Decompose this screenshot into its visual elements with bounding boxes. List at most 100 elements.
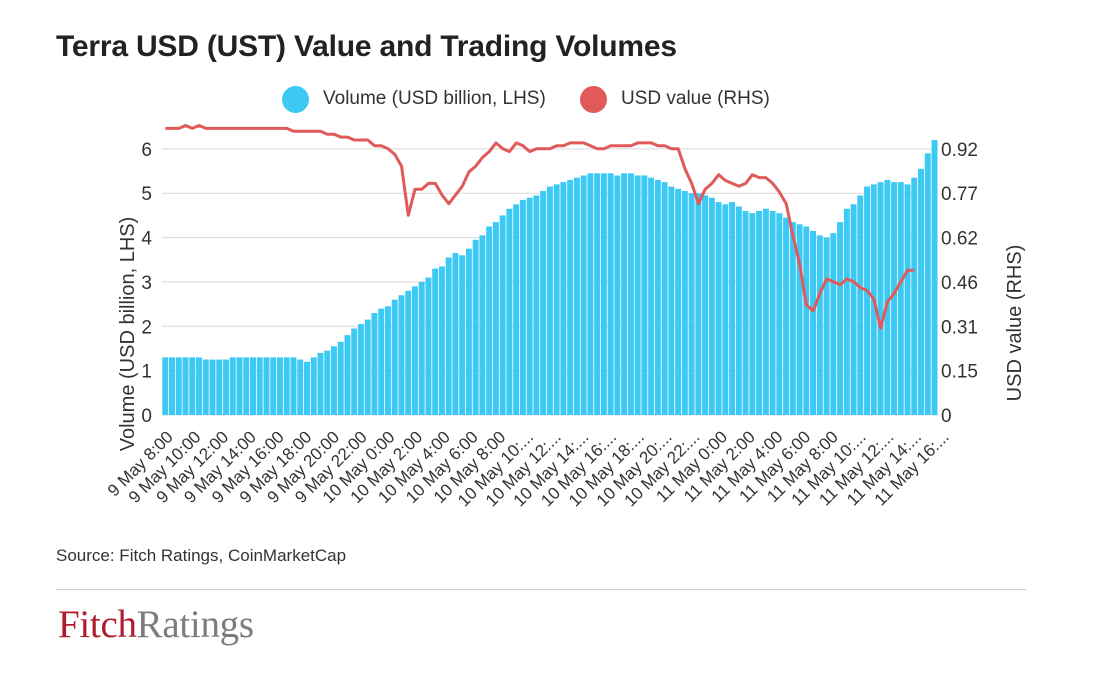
volume-bar <box>850 204 857 415</box>
volume-bar <box>864 186 871 415</box>
volume-bar <box>256 357 263 415</box>
volume-bar <box>857 195 864 415</box>
volume-bar <box>405 290 412 415</box>
legend-item-usd-value: USD value (RHS) <box>580 84 770 114</box>
volume-bar <box>749 213 756 415</box>
logo-fitch: Fitch <box>58 603 137 646</box>
x-axis-ticks: 9 May 8:009 May 10:009 May 12:009 May 14… <box>104 427 953 510</box>
y-right-tick-label: 0.92 <box>941 140 978 161</box>
volume-bar <box>452 253 459 415</box>
volume-bar <box>411 286 418 415</box>
volume-bar <box>371 312 378 415</box>
volume-bar <box>681 191 688 415</box>
volume-bar <box>641 175 648 415</box>
y-right-tick-label: 0 <box>941 406 952 427</box>
volume-bar <box>297 359 304 415</box>
volume-bar <box>708 197 715 415</box>
y-left-tick-label: 6 <box>141 140 152 161</box>
legend: Volume (USD billion, LHS) USD value (RHS… <box>0 84 1111 114</box>
volume-bar <box>891 182 898 415</box>
y-left-tick-label: 1 <box>141 362 152 383</box>
y-left-tick-label: 0 <box>141 406 152 427</box>
volume-bar <box>695 193 702 415</box>
volume-bar <box>546 186 553 415</box>
volume-bar <box>796 224 803 415</box>
legend-item-volume: Volume (USD billion, LHS) <box>282 84 546 114</box>
y-left-tick-label: 3 <box>141 273 152 294</box>
volume-bar <box>762 208 769 415</box>
volume-bar <box>654 179 661 415</box>
volume-bar <box>627 173 634 415</box>
volume-bar <box>580 175 587 415</box>
volume-bar <box>567 179 574 415</box>
y-axis-left-ticks: 0 1 2 3 4 5 6 <box>141 140 152 427</box>
footer-divider <box>56 589 1026 590</box>
volume-bar <box>277 357 283 415</box>
volume-bar <box>789 222 796 415</box>
y-right-tick-label: 0.62 <box>941 229 978 250</box>
volume-bar <box>209 359 216 415</box>
chart-area: 0 1 2 3 4 5 6 0 0.15 0.31 0.46 0.62 0.77 0.92 9 May … <box>104 124 1026 510</box>
volume-bar <box>290 357 297 415</box>
volume-bar <box>418 281 425 415</box>
volume-bar <box>445 257 452 415</box>
volume-bar <box>317 352 324 415</box>
volume-bar <box>573 177 580 415</box>
fitch-ratings-logo: FitchRatings <box>58 602 254 647</box>
usd-value-line <box>165 124 915 330</box>
volume-bar <box>357 324 364 415</box>
volume-bar <box>830 233 837 415</box>
volume-bar <box>304 361 310 415</box>
volume-bar <box>729 202 736 415</box>
y-right-tick-label: 0.77 <box>941 184 978 205</box>
volume-bar <box>648 177 655 415</box>
y-axis-left-label: Volume (USD billion, LHS) <box>117 217 139 452</box>
volume-bar <box>223 359 229 415</box>
volume-bar <box>492 222 499 415</box>
volume-bar <box>553 184 560 415</box>
volume-bar <box>688 193 695 415</box>
volume-bar <box>499 215 506 415</box>
volume-bar <box>560 182 567 415</box>
volume-bar <box>250 357 256 415</box>
volume-bar <box>897 182 904 415</box>
volume-bar <box>506 208 513 415</box>
volume-bar <box>675 188 682 415</box>
legend-swatch-volume <box>282 85 309 113</box>
volume-bar <box>169 357 175 415</box>
volume-bar <box>735 206 742 415</box>
volume-bar <box>330 346 337 415</box>
volume-bar <box>600 173 607 415</box>
volume-bar <box>931 140 938 415</box>
volume-bar <box>337 341 344 415</box>
volume-bar <box>823 237 830 415</box>
y-left-tick-label: 2 <box>141 317 152 338</box>
volume-bar <box>607 173 614 415</box>
volume-bar <box>918 168 925 415</box>
volume-bar <box>472 239 479 415</box>
volume-bar <box>486 226 493 415</box>
volume-bar <box>810 230 817 415</box>
volume-bar <box>378 308 385 415</box>
volume-bar <box>776 213 783 415</box>
volume-bar <box>283 357 290 415</box>
volume-bar <box>196 357 202 415</box>
volume-bar <box>513 204 520 415</box>
volume-bar <box>722 204 729 415</box>
volume-bar <box>837 222 844 415</box>
volume-bar <box>310 357 317 415</box>
volume-bar <box>540 191 547 415</box>
volume-bar <box>364 319 371 415</box>
volume-bar <box>351 328 358 415</box>
usd-value-line-group <box>165 124 915 330</box>
volume-bar <box>594 173 601 415</box>
legend-label-usd-value: USD value (RHS) <box>621 88 770 109</box>
volume-bar <box>189 357 196 415</box>
volume-bar <box>715 202 722 415</box>
volume-bar <box>877 182 884 415</box>
y-right-tick-label: 0.15 <box>941 362 978 383</box>
legend-swatch-usd-value <box>580 85 607 113</box>
volume-bar <box>425 277 432 415</box>
volume-bar <box>769 210 776 415</box>
volume-bar <box>742 210 749 415</box>
